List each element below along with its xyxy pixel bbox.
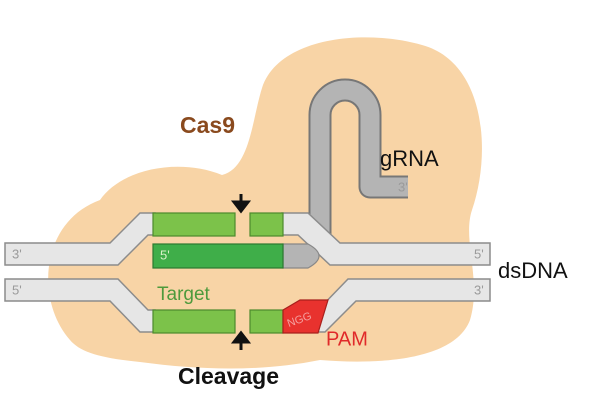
grna-loop-inner	[310, 80, 408, 235]
top-target-right	[249, 212, 284, 237]
cleavage-arrow-bottom	[230, 330, 252, 350]
guide-5-end: 5'	[160, 247, 170, 262]
bottom-target-left	[152, 309, 236, 334]
dna-bottom-left-end: 5'	[12, 282, 22, 297]
target-label: Target	[157, 284, 211, 305]
bottom-strand-right	[317, 278, 491, 333]
pam-block	[282, 299, 329, 334]
top-target-left	[152, 212, 236, 237]
grna-3-end: 3'	[398, 179, 408, 194]
cleavage-label: Cleavage	[178, 363, 279, 389]
bottom-target-right	[249, 309, 284, 334]
guide-tail	[282, 243, 320, 269]
guide-spacer	[152, 243, 284, 269]
grna-label: gRNA	[380, 146, 439, 171]
pam-label: PAM	[326, 328, 368, 350]
dsdna-label: dsDNA	[498, 258, 568, 283]
dna-top-left-end: 3'	[12, 246, 22, 261]
cas9-label: Cas9	[180, 112, 235, 138]
top-strand-right	[281, 212, 491, 266]
cleavage-arrow-top	[230, 194, 252, 214]
dna-top-right-end: 5'	[474, 246, 484, 261]
dna-bottom-right-end: 3'	[474, 282, 484, 297]
